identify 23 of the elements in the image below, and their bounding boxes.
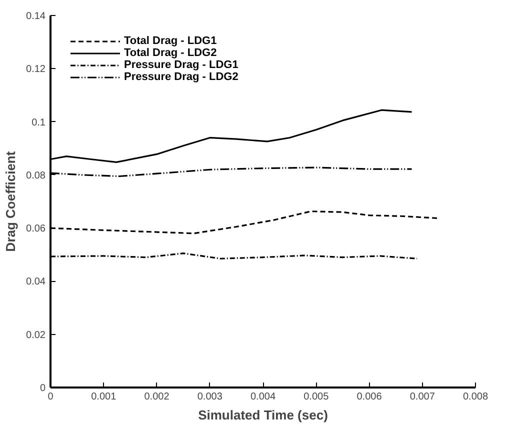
x-tick-label: 0.002: [144, 392, 170, 402]
x-tick-label: 0.004: [250, 392, 276, 402]
x-tick-label: 0.007: [410, 392, 436, 402]
x-tick-label: 0.001: [91, 392, 117, 402]
y-tick-label: 0.02: [26, 330, 46, 341]
x-tick-label: 0: [48, 392, 54, 402]
y-tick-label: 0.1: [32, 117, 46, 128]
y-tick-label: 0.08: [26, 170, 46, 182]
legend-label: Pressure Drag - LDG1: [124, 59, 238, 71]
y-tick-label: 0.14: [26, 11, 46, 22]
legend-label: Total Drag - LDG2: [124, 47, 217, 59]
legend-label: Pressure Drag - LDG2: [124, 71, 238, 83]
y-axis-title: Drag Coefficient: [3, 150, 18, 252]
y-tick-label: 0.06: [26, 224, 46, 235]
x-tick-label: 0.008: [462, 392, 488, 402]
x-tick-label: 0.005: [304, 392, 330, 402]
legend-label: Total Drag - LDG1: [124, 35, 217, 47]
x-tick-label: 0.006: [356, 392, 382, 402]
y-tick-label: 0.04: [26, 276, 46, 288]
x-axis-title: Simulated Time (sec): [198, 408, 328, 422]
y-tick-label: 0: [40, 383, 46, 394]
y-tick-label: 0.12: [26, 64, 46, 76]
x-tick-label: 0.003: [197, 392, 223, 402]
